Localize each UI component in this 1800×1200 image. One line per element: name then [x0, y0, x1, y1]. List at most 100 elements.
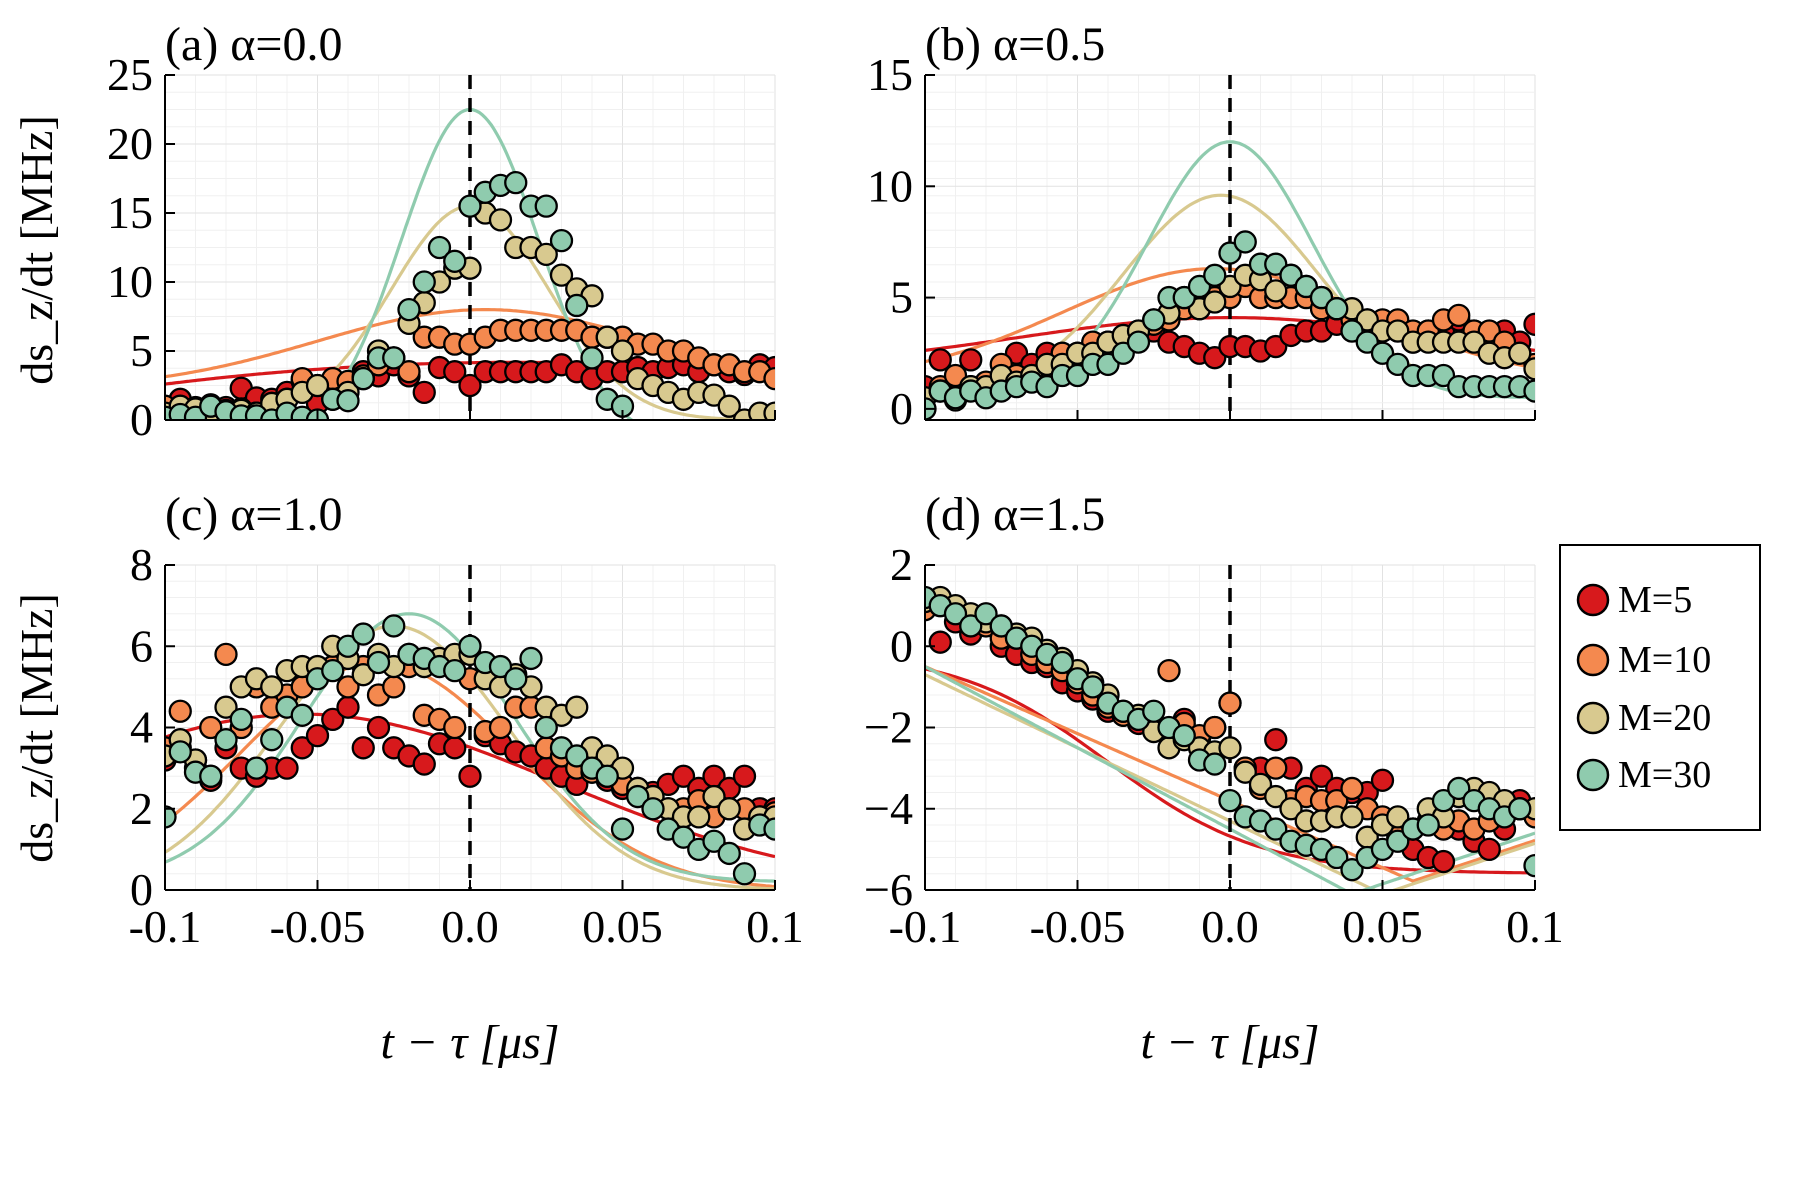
data-point [1142, 308, 1166, 332]
panel-d: −6 −4 −2 0 2 -0.1 -0.05 0.0 0.05 0.1 (d) α=1.5 t − … [864, 488, 1564, 1069]
panel-title: (a) α=0.0 [165, 18, 343, 71]
data-point [763, 366, 775, 391]
y-tick-label: −4 [864, 783, 913, 834]
y-tick-label: 0 [890, 620, 913, 671]
data-point [1279, 797, 1303, 821]
data-point [702, 784, 726, 809]
x-axis-label: t − τ [μs] [1140, 1016, 1319, 1069]
data-point [671, 825, 696, 849]
data-point [229, 707, 253, 732]
data-point [519, 646, 543, 671]
data-point [959, 348, 983, 372]
data-point [1431, 788, 1456, 813]
legend-label: M=30 [1618, 754, 1711, 796]
data-point [244, 756, 269, 780]
data-point [214, 728, 238, 752]
data-point [397, 297, 421, 322]
y-tick-label: 5 [130, 325, 153, 376]
data-point [928, 630, 952, 654]
data-point [504, 170, 528, 195]
data-point [626, 784, 650, 809]
data-point [366, 650, 391, 675]
data-point [1431, 849, 1456, 874]
data-point [336, 695, 360, 719]
data-point [1218, 736, 1242, 760]
scatter-points [925, 230, 1535, 420]
data-point [1126, 330, 1151, 354]
x-tick-label: 0.0 [1201, 901, 1259, 952]
data-point [702, 829, 726, 853]
data-point [534, 194, 558, 218]
data-point [305, 373, 330, 398]
data-point [1264, 728, 1288, 752]
data-point [671, 764, 696, 788]
data-point [641, 797, 665, 821]
y-tick-label: 15 [867, 49, 913, 100]
data-point [351, 622, 375, 646]
data-point [458, 373, 482, 398]
data-point [321, 658, 345, 683]
y-axis-label: ds_z/dt [MHz] [11, 593, 62, 863]
data-point [1508, 341, 1532, 365]
data-point [717, 394, 741, 418]
panel-title: (c) α=1.0 [165, 488, 343, 541]
data-point [1203, 752, 1227, 776]
scatter-points [165, 614, 775, 886]
x-tick-label: -0.05 [270, 901, 366, 952]
data-point [443, 715, 467, 740]
legend: M=5 M=10 M=20 M=30 [1559, 544, 1761, 831]
fit-line-M5 [925, 667, 1535, 875]
data-point [290, 736, 314, 760]
data-point [1172, 723, 1196, 748]
x-tick-label: -0.1 [129, 901, 202, 952]
data-point [1523, 379, 1535, 403]
x-tick-label: -0.05 [1030, 901, 1126, 952]
data-point [1218, 788, 1242, 813]
scatter-points [925, 585, 1535, 882]
data-point [928, 348, 952, 372]
data-point [1340, 776, 1364, 801]
data-point [168, 699, 192, 723]
x-tick-label: 0.1 [746, 901, 804, 952]
data-point [1386, 829, 1410, 853]
data-point [1523, 312, 1535, 336]
data-point [1340, 805, 1364, 829]
data-point [732, 764, 757, 788]
data-point [443, 658, 467, 683]
data-point [351, 736, 375, 760]
data-point [1264, 756, 1288, 780]
data-point [565, 293, 589, 318]
data-point [260, 675, 284, 699]
data-point [1081, 675, 1105, 699]
data-point [1508, 797, 1532, 821]
data-point [565, 744, 589, 768]
data-point [549, 263, 574, 287]
data-point [214, 642, 238, 667]
data-point [412, 380, 436, 405]
data-point [595, 764, 619, 788]
data-point [427, 235, 452, 260]
data-point [1050, 650, 1074, 675]
data-point [959, 614, 983, 638]
data-point [534, 242, 558, 267]
data-point [382, 346, 406, 370]
data-point [1325, 845, 1349, 870]
data-point [717, 841, 741, 866]
data-point [488, 715, 513, 740]
legend-entry-m10: M=10 [1576, 639, 1711, 681]
legend-entry-m20: M=20 [1576, 697, 1711, 739]
legend-entry-m30: M=30 [1576, 754, 1711, 796]
x-tick-label: 0.05 [582, 901, 663, 952]
data-point [1157, 658, 1181, 683]
y-tick-label: 20 [107, 118, 153, 169]
y-tick-label: 0 [130, 864, 153, 915]
y-tick-label: 0 [130, 394, 153, 445]
data-point [1218, 691, 1242, 715]
y-tick-label: 2 [130, 783, 153, 834]
data-point [1340, 858, 1364, 882]
legend-label: M=5 [1618, 579, 1692, 621]
data-point [989, 614, 1013, 638]
x-tick-label: -0.1 [889, 901, 962, 952]
legend-entry-m5: M=5 [1576, 579, 1692, 621]
